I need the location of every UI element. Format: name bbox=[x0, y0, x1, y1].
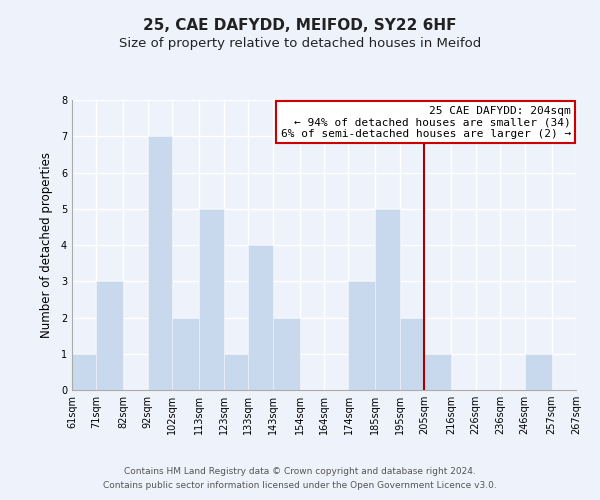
Text: 25, CAE DAFYDD, MEIFOD, SY22 6HF: 25, CAE DAFYDD, MEIFOD, SY22 6HF bbox=[143, 18, 457, 32]
Bar bbox=[272, 318, 299, 390]
Bar bbox=[376, 209, 400, 390]
Bar bbox=[199, 209, 224, 390]
Bar bbox=[424, 354, 451, 390]
Bar bbox=[349, 281, 376, 390]
Bar bbox=[72, 354, 97, 390]
Y-axis label: Number of detached properties: Number of detached properties bbox=[40, 152, 53, 338]
Bar bbox=[97, 281, 124, 390]
Text: Contains HM Land Registry data © Crown copyright and database right 2024.: Contains HM Land Registry data © Crown c… bbox=[124, 467, 476, 476]
Text: Contains public sector information licensed under the Open Government Licence v3: Contains public sector information licen… bbox=[103, 481, 497, 490]
Text: 25 CAE DAFYDD: 204sqm
← 94% of detached houses are smaller (34)
6% of semi-detac: 25 CAE DAFYDD: 204sqm ← 94% of detached … bbox=[281, 106, 571, 139]
Bar bbox=[148, 136, 172, 390]
Bar bbox=[172, 318, 199, 390]
Bar bbox=[400, 318, 424, 390]
Bar bbox=[248, 245, 272, 390]
Text: Size of property relative to detached houses in Meifod: Size of property relative to detached ho… bbox=[119, 38, 481, 51]
Bar bbox=[224, 354, 248, 390]
Bar bbox=[524, 354, 551, 390]
